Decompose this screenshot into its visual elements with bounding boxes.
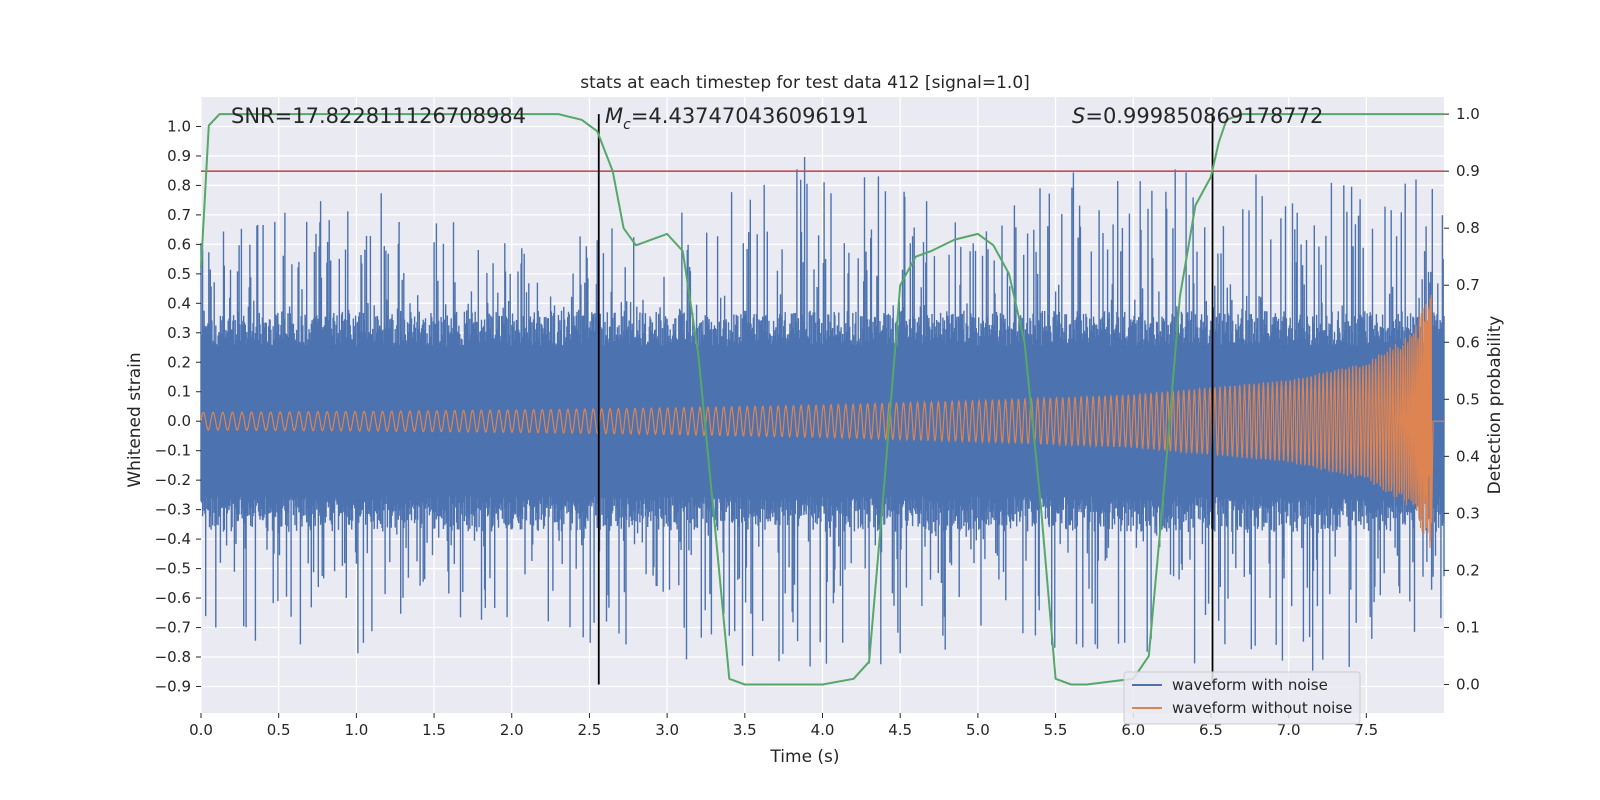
x-tick-label: 1.5 [422,721,446,739]
y-tick-label: 0.9 [167,147,191,165]
y2-tick-label: 0.3 [1456,504,1480,522]
y2-axis-label: Detection probability [1485,316,1505,495]
x-tick-label: 2.5 [578,721,602,739]
y-tick-label: 0.4 [167,294,191,312]
chirp-mass-symbol: M [605,104,623,128]
y2-tick-label: 0.7 [1456,276,1480,294]
y2-tick-label: 0.9 [1456,162,1480,180]
y2-tick-label: 0.6 [1456,333,1480,351]
chart-title: stats at each timestep for test data 412… [580,73,1030,93]
y-tick-label: 0.7 [167,206,191,224]
y-tick-label: −0.7 [155,619,191,637]
legend-label-noise: waveform with noise [1172,676,1328,694]
legend-label-clean: waveform without noise [1172,699,1352,717]
y-tick-label: −0.4 [155,530,191,548]
y-tick-label: 0.0 [167,412,191,430]
x-tick-label: 5.5 [1044,721,1068,739]
y2-tick-label: 0.8 [1456,219,1480,237]
y-tick-label: 0.1 [167,383,191,401]
chart-legend: waveform with noise waveform without noi… [1123,671,1361,725]
x-tick-label: 3.5 [733,721,757,739]
y-tick-label: 0.6 [167,235,191,253]
y-tick-label: −0.8 [155,648,191,666]
x-tick-label: 0.0 [189,721,213,739]
x-tick-label: 7.5 [1354,721,1378,739]
y2-tick-label: 0.0 [1456,675,1480,693]
x-tick-label: 3.0 [655,721,679,739]
y-tick-label: −0.5 [155,560,191,578]
y-tick-label: −0.6 [155,589,191,607]
x-tick-label: 0.5 [267,721,291,739]
y-tick-label: −0.9 [155,677,191,695]
snr-annotation: SNR=17.822811126708984 [231,104,526,128]
y-tick-label: 0.5 [167,265,191,283]
series-detection-probability [200,113,1444,686]
y-tick-label: 0.3 [167,324,191,342]
x-tick-label: 4.5 [888,721,912,739]
y-tick-label: −0.2 [155,471,191,489]
chirp-mass-annotation: Mc=4.437470436096191 [605,104,869,133]
y-tick-label: −0.1 [155,442,191,460]
x-axis-label: Time (s) [769,747,839,767]
y2-tick-label: 0.2 [1456,561,1480,579]
y2-tick-label: 0.1 [1456,618,1480,636]
legend-box [1123,671,1361,725]
y-tick-label: 1.0 [167,117,191,135]
y2-tick-label: 0.5 [1456,390,1480,408]
series-waveform-without-noise [200,294,1444,548]
y-axis-label: Whitened strain [125,352,145,487]
x-tick-label: 4.0 [811,721,835,739]
x-tick-label: 1.0 [344,721,368,739]
significance-value: =0.999850869178772 [1085,104,1323,128]
chirp-mass-subscript: c [623,117,631,133]
chirp-mass-value: =4.437470436096191 [631,104,869,128]
x-tick-label: 2.0 [500,721,524,739]
x-tick-label: 6.0 [1121,721,1145,739]
y-tick-label: 0.2 [167,353,191,371]
y-tick-label: 0.8 [167,176,191,194]
significance-symbol: S [1072,104,1085,128]
x-tick-label: 6.5 [1199,721,1223,739]
x-tick-label: 5.0 [966,721,990,739]
y-tick-label: −0.3 [155,501,191,519]
y2-tick-label: 1.0 [1456,105,1480,123]
x-tick-label: 7.0 [1277,721,1301,739]
y2-tick-label: 0.4 [1456,447,1480,465]
significance-annotation: S=0.999850869178772 [1072,104,1323,128]
